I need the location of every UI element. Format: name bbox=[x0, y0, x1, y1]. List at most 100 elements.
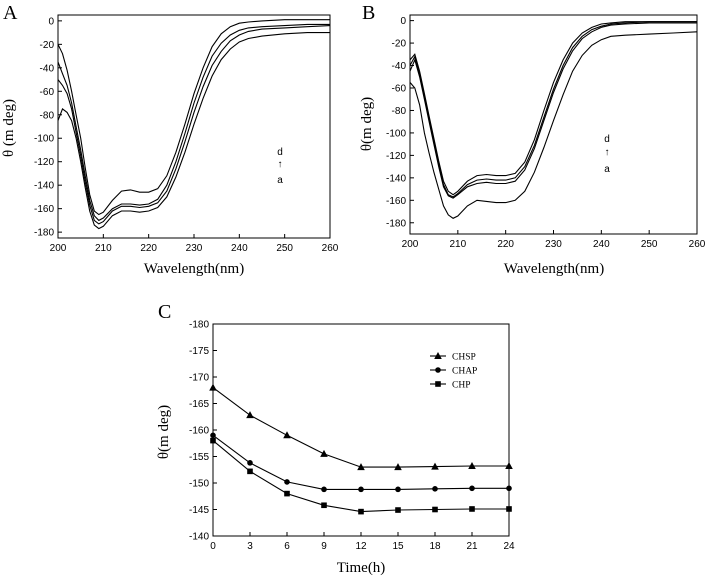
panel-a-y-tick-label: -120 bbox=[34, 157, 54, 168]
panel-c-x-tick-label: 18 bbox=[429, 541, 441, 552]
panel-c-series-chap-point bbox=[247, 460, 253, 466]
panel-c-legend-chap-marker bbox=[435, 367, 441, 373]
panel-c-x-tick-label: 21 bbox=[466, 541, 478, 552]
panel-c-series-chap-point bbox=[395, 486, 401, 493]
panel-c-series-chp-point bbox=[247, 468, 253, 475]
panel-c-y-tick-label: -160 bbox=[189, 426, 209, 437]
panel-c-series-chsp-point bbox=[505, 462, 513, 470]
panel-c-y-tick-label: -150 bbox=[189, 479, 209, 490]
panel-a-y-tick-label: -100 bbox=[34, 134, 54, 145]
panel-c-series-chp-point bbox=[284, 490, 290, 497]
panel-b-annotation-bottom: a bbox=[604, 164, 610, 175]
panel-c-label: C bbox=[158, 301, 171, 323]
panel-b-y-tick-label: -100 bbox=[386, 128, 406, 139]
panel-c-y-tick-label: -175 bbox=[189, 346, 209, 357]
panel-c-series-chp-point bbox=[210, 437, 216, 444]
panel-a-y-tick-label: -40 bbox=[40, 63, 55, 74]
panel-b-series-c-line bbox=[409, 22, 697, 199]
panel-b-y-tick-label: -20 bbox=[392, 39, 407, 50]
panel-c-series-chsp-point bbox=[468, 462, 476, 470]
panel-a-y-tick-label: -60 bbox=[40, 87, 55, 98]
panel-c-x-tick-label: 15 bbox=[392, 541, 404, 552]
panel-a-series-d-line bbox=[57, 32, 330, 230]
panel-a-annotation-top: d bbox=[277, 147, 283, 158]
panel-b-y-tick-label: -140 bbox=[386, 173, 406, 184]
panel-c-series-chap-point bbox=[506, 485, 512, 492]
panel-b-chart: B 200 210 220 230 240 250 260 0 -20 -40 -60 -80 -100… bbox=[359, 2, 706, 277]
panel-c-series-chp-point bbox=[469, 506, 475, 512]
panel-b-series-b-line bbox=[409, 21, 697, 198]
panel-c-series-chap-point bbox=[321, 486, 327, 493]
panel-c-y-tick-label: -145 bbox=[189, 505, 209, 516]
panel-a-plot-frame bbox=[57, 14, 331, 239]
panel-b-series-d-line bbox=[409, 31, 698, 219]
panel-b-plot-frame bbox=[409, 14, 698, 235]
panel-a-x-tick-label: 230 bbox=[186, 243, 203, 254]
panel-c-x-tick-label: 12 bbox=[355, 541, 367, 552]
panel-a-series-b-line bbox=[57, 23, 330, 222]
panel-a-x-tick-label: 220 bbox=[140, 243, 157, 254]
panel-c-series-chsp-point bbox=[394, 463, 402, 471]
panel-c-x-tick-label: 0 bbox=[210, 541, 216, 552]
panel-b-label: B bbox=[362, 2, 375, 24]
panel-a-label: A bbox=[3, 2, 18, 24]
panel-c-legend-chp-marker bbox=[435, 381, 441, 387]
panel-c-series-chap-line bbox=[212, 434, 509, 490]
panel-c-chart: C 0 3 6 9 12 15 18 21 24 -180 -175 -170 -165 -160 -155… bbox=[156, 301, 515, 576]
panel-c-series-chp-point bbox=[432, 506, 438, 513]
panel-c-y-tick-label: -170 bbox=[189, 373, 209, 384]
panel-c-series-chsp-point bbox=[431, 462, 439, 470]
panel-a-x-axis-label: Wavelength(nm) bbox=[144, 261, 244, 277]
panel-b-y-tick-label: 0 bbox=[400, 16, 406, 27]
panel-c-y-tick-label: -155 bbox=[189, 452, 209, 463]
panel-a-chart: A 200 210 220 230 240 250 260 0 -20 -40 -60 -80 -100… bbox=[1, 2, 339, 277]
panel-c-x-tick-label: 6 bbox=[284, 541, 290, 552]
panel-a-y-tick-label: -140 bbox=[34, 181, 54, 192]
panel-c-legend-chp-label: CHP bbox=[452, 381, 470, 391]
panel-a-y-tick-label: 0 bbox=[48, 16, 54, 27]
panel-a-x-tick-label: 240 bbox=[231, 243, 248, 254]
panel-c-series-chp-point bbox=[358, 508, 364, 515]
panel-a-series-c-line bbox=[57, 25, 331, 225]
panel-c-series-chsp-point bbox=[246, 411, 254, 419]
panel-b-x-tick-label: 230 bbox=[545, 239, 562, 250]
panel-a-y-axis-label: θ (m deg) bbox=[1, 99, 17, 157]
panel-c-series-chp-point bbox=[506, 506, 512, 512]
panel-c-x-tick-label: 9 bbox=[321, 541, 327, 552]
panel-c-legend-chsp-label: CHSP bbox=[452, 353, 476, 363]
panel-b-y-tick-label: -60 bbox=[392, 84, 407, 95]
panel-b-y-tick-label: -180 bbox=[386, 218, 406, 229]
panel-c-x-tick-label: 24 bbox=[503, 541, 515, 552]
panel-c-y-tick-label: -165 bbox=[189, 399, 209, 410]
panel-b-x-tick-label: 250 bbox=[641, 239, 658, 250]
panel-c-y-tick-label: -140 bbox=[189, 532, 209, 543]
panel-c-x-tick-label: 3 bbox=[247, 541, 253, 552]
panel-c-series-chp-point bbox=[395, 507, 401, 513]
panel-a-x-tick-label: 210 bbox=[95, 243, 112, 254]
panel-a-annotation-bottom: a bbox=[277, 175, 283, 186]
panel-b-x-tick-label: 260 bbox=[689, 239, 706, 250]
panel-c-series-chsp-point bbox=[283, 431, 291, 439]
panel-b-y-tick-label: -120 bbox=[386, 151, 406, 162]
panel-b-y-tick-label: -160 bbox=[386, 196, 406, 207]
panel-a-x-tick-label: 200 bbox=[50, 243, 67, 254]
panel-c-series-chsp-point bbox=[320, 449, 328, 457]
panel-c-series-chap-point bbox=[358, 486, 364, 493]
panel-a-x-tick-label: 260 bbox=[322, 243, 339, 254]
panel-c-legend-chap-label: CHAP bbox=[452, 367, 477, 377]
panel-c-series-chap-point bbox=[432, 486, 438, 492]
panel-c-x-axis-label: Time(h) bbox=[337, 560, 386, 576]
panel-c-legend-chsp-marker bbox=[434, 352, 442, 359]
panel-b-x-tick-label: 210 bbox=[449, 239, 466, 250]
panel-a-series-a-line bbox=[57, 19, 330, 216]
panel-a-y-tick-label: -20 bbox=[40, 40, 55, 51]
panel-b-x-axis-label: Wavelength(nm) bbox=[504, 261, 604, 277]
panel-b-y-tick-label: -80 bbox=[392, 106, 407, 117]
panel-b-x-tick-label: 240 bbox=[593, 239, 610, 250]
panel-a-y-tick-label: -180 bbox=[34, 228, 54, 239]
panel-b-annotation-top: d bbox=[604, 134, 610, 145]
panel-c-series-chp-point bbox=[321, 502, 327, 509]
panel-b-x-tick-label: 200 bbox=[402, 239, 419, 250]
panel-b-series-a-line bbox=[409, 21, 697, 196]
